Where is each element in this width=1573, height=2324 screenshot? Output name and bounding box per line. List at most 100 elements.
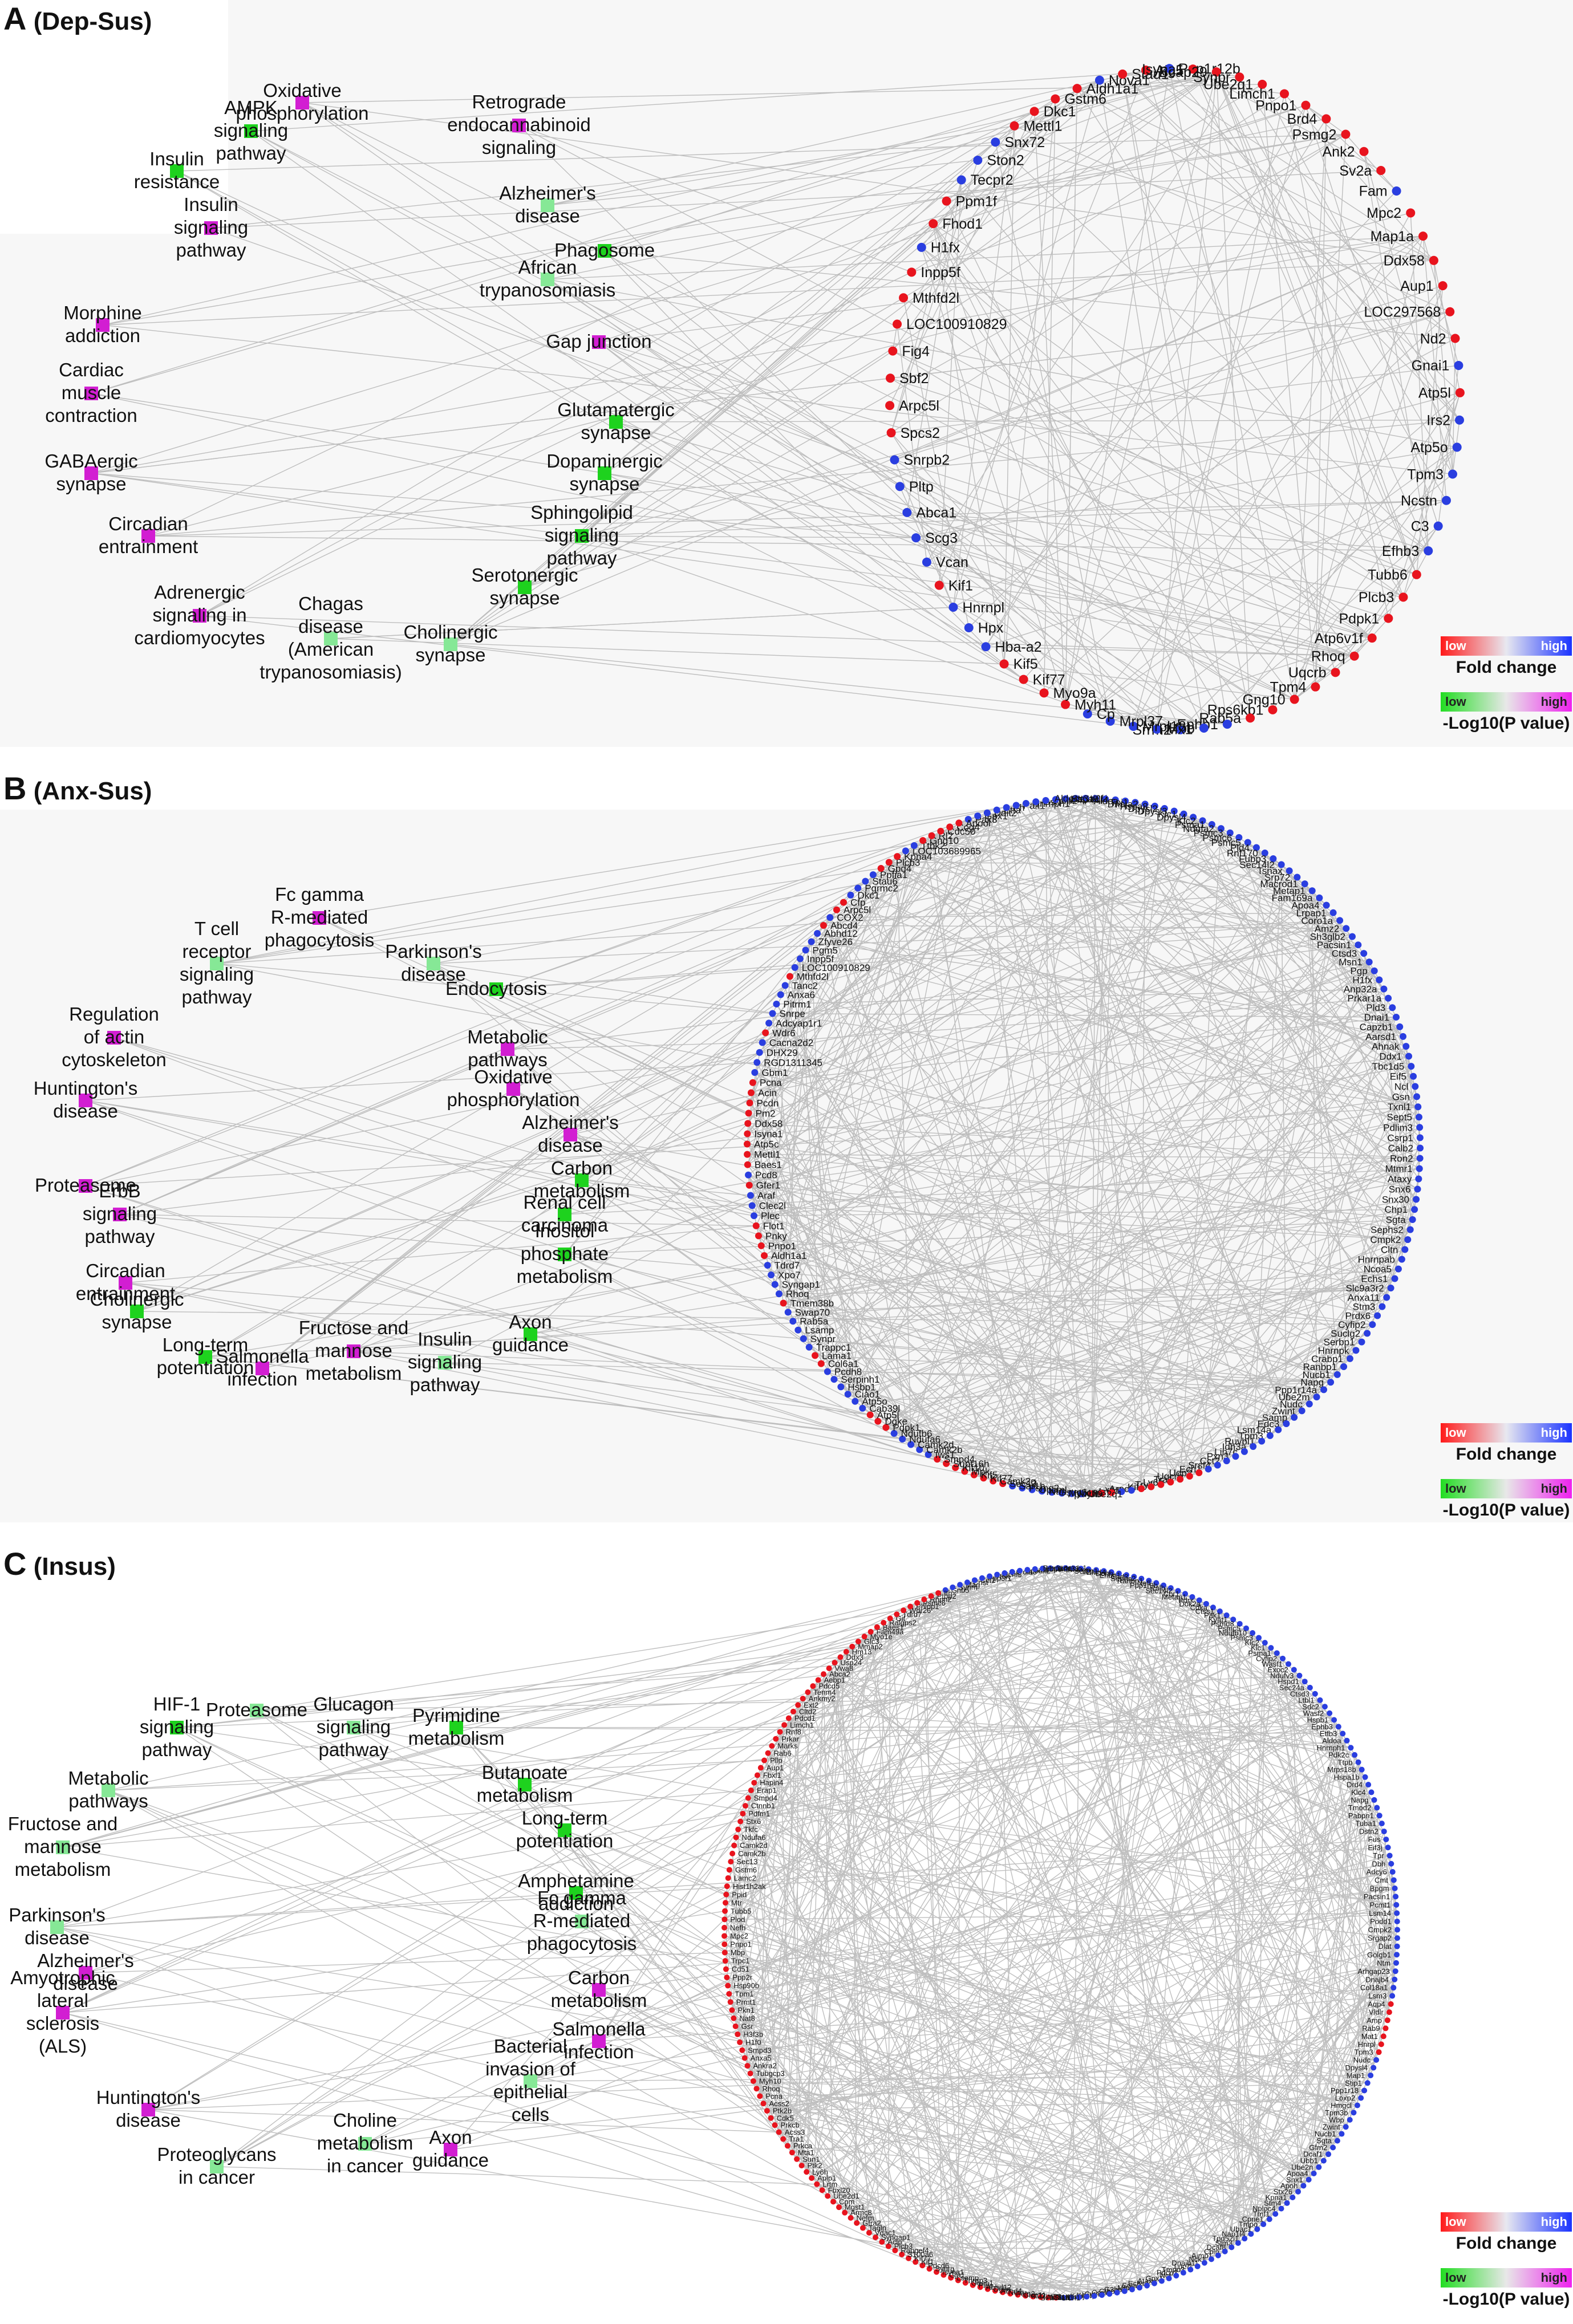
- gene-label: Atp5o: [1410, 440, 1448, 456]
- gene-label: Dbh: [1372, 1859, 1385, 1868]
- gene-node: Rhoq: [776, 1289, 809, 1299]
- gene-node-dot: [847, 892, 854, 899]
- gene-node-dot: [1084, 2294, 1089, 2299]
- pathway-label-line: pathway: [182, 986, 252, 1007]
- pathway-gene-edge: [86, 1100, 754, 1216]
- gene-node-dot: [1350, 652, 1359, 661]
- gene-label: H1f0: [745, 2038, 761, 2046]
- gene-node: RGD1311345: [753, 1057, 822, 1068]
- pathway-node: Proteasome: [206, 1699, 307, 1720]
- gene-node-dot: [1358, 1339, 1365, 1346]
- pathway-label-line: synapse: [416, 644, 486, 665]
- pathway-label-line: Chagas: [298, 593, 363, 614]
- gene-node: Ataxy: [1388, 1174, 1422, 1185]
- gene-label: RGD1311345: [764, 1057, 822, 1068]
- gene-node-dot: [1394, 1919, 1400, 1924]
- gene-node-dot: [1349, 933, 1356, 940]
- gene-node-dot: [1040, 688, 1049, 697]
- gene-node: Tdrd7: [764, 1260, 800, 1271]
- gene-node-dot: [1321, 2158, 1327, 2164]
- gene-label: Rhoq: [1311, 648, 1345, 664]
- pathway-node: Gap junction: [546, 331, 651, 352]
- gene-node-dot: [735, 1827, 741, 1833]
- gene-label: Nat8: [739, 2014, 755, 2022]
- gene-label: Fus: [1368, 1835, 1381, 1844]
- gene-node: Camk2b: [729, 1849, 765, 1858]
- pathway-label-line: disease: [116, 2110, 181, 2131]
- gene-node: Atp6v1f: [1315, 631, 1377, 647]
- gene-node-dot: [1381, 2033, 1386, 2039]
- gene-node-dot: [755, 1772, 760, 1778]
- gene-node-dot: [1417, 1134, 1424, 1141]
- gene-node-dot: [1129, 2286, 1135, 2292]
- pathway-label-line: in cancer: [327, 2155, 403, 2176]
- gene-node-dot: [751, 1212, 757, 1219]
- gene-node-dot: [1344, 1738, 1349, 1744]
- gene-node-dot: [1284, 2200, 1290, 2206]
- pathway-label: Proteasome: [206, 1699, 307, 1720]
- gene-label: Camk2d: [740, 1841, 767, 1850]
- gene-label: Cmpk2: [1368, 1925, 1392, 1934]
- gene-node-dot: [1339, 2131, 1344, 2137]
- pathway-gene-edge: [148, 213, 1410, 536]
- gene-label: Uqcrb: [1288, 665, 1327, 681]
- pathway-gene-edge: [582, 501, 1446, 536]
- gene-label: Hba-a2: [995, 639, 1042, 655]
- gene-node: Sv2a: [1339, 163, 1385, 179]
- legend: low high Fold change low high -Log10(P v…: [1441, 2212, 1572, 2324]
- gene-node: Wdr6: [762, 1027, 796, 1038]
- legend-low-label: low: [1445, 694, 1466, 709]
- gene-node-dot: [772, 1281, 779, 1288]
- gene-label: Ston2: [987, 153, 1024, 169]
- pathway-label-line: R-mediated: [533, 1910, 631, 1931]
- pathway-label-line: Axon: [429, 2127, 472, 2148]
- gene-label: Gstm6: [1064, 91, 1106, 107]
- gene-node-dot: [762, 1029, 769, 1036]
- gene-node-dot: [1385, 1844, 1391, 1850]
- pathway-label-line: pathway: [142, 1739, 212, 1760]
- gene-label: Lsm3: [1368, 1992, 1386, 2000]
- gene-label: Mat1: [1361, 2032, 1378, 2041]
- gene-node-dot: [758, 1242, 765, 1249]
- pathway-label-line: (American: [288, 639, 374, 660]
- gene-gene-edge: [1026, 803, 1294, 1417]
- gene-node-dot: [806, 1344, 813, 1351]
- gene-label: Pnky: [765, 1230, 787, 1241]
- gene-node: Kif5: [1000, 656, 1038, 672]
- pathway-label-line: cardiomyocytes: [134, 627, 265, 648]
- pathway-gene-edge: [302, 103, 1272, 710]
- gene-node-dot: [922, 558, 931, 567]
- pvalue-title: -Log10(P value): [1441, 2290, 1572, 2309]
- gene-node-dot: [1195, 1469, 1202, 1476]
- gene-node-dot: [1395, 1266, 1402, 1273]
- gene-node: Mpc2: [1367, 205, 1415, 221]
- gene-label: Apool: [966, 818, 990, 828]
- gene-node-dot: [721, 1916, 727, 1922]
- gene-node-dot: [982, 642, 991, 651]
- pathway-label-line: receptor: [182, 941, 251, 962]
- gene-node-dot: [764, 2108, 770, 2114]
- pathway-label-line: Salmonella: [216, 1346, 309, 1367]
- gene-node-dot: [878, 865, 885, 872]
- gene-node-dot: [911, 842, 918, 849]
- gene-node-dot: [733, 1835, 739, 1840]
- gene-node-dot: [1373, 2057, 1379, 2063]
- gene-label: Nefh: [730, 1923, 745, 1932]
- pathway-label-line: signaling: [317, 1716, 391, 1737]
- pathway-label-line: synapse: [102, 1311, 172, 1332]
- gene-node-dot: [1137, 2285, 1142, 2290]
- gene-node: Tuba1: [1355, 1819, 1384, 1828]
- gene-node-dot: [919, 837, 926, 844]
